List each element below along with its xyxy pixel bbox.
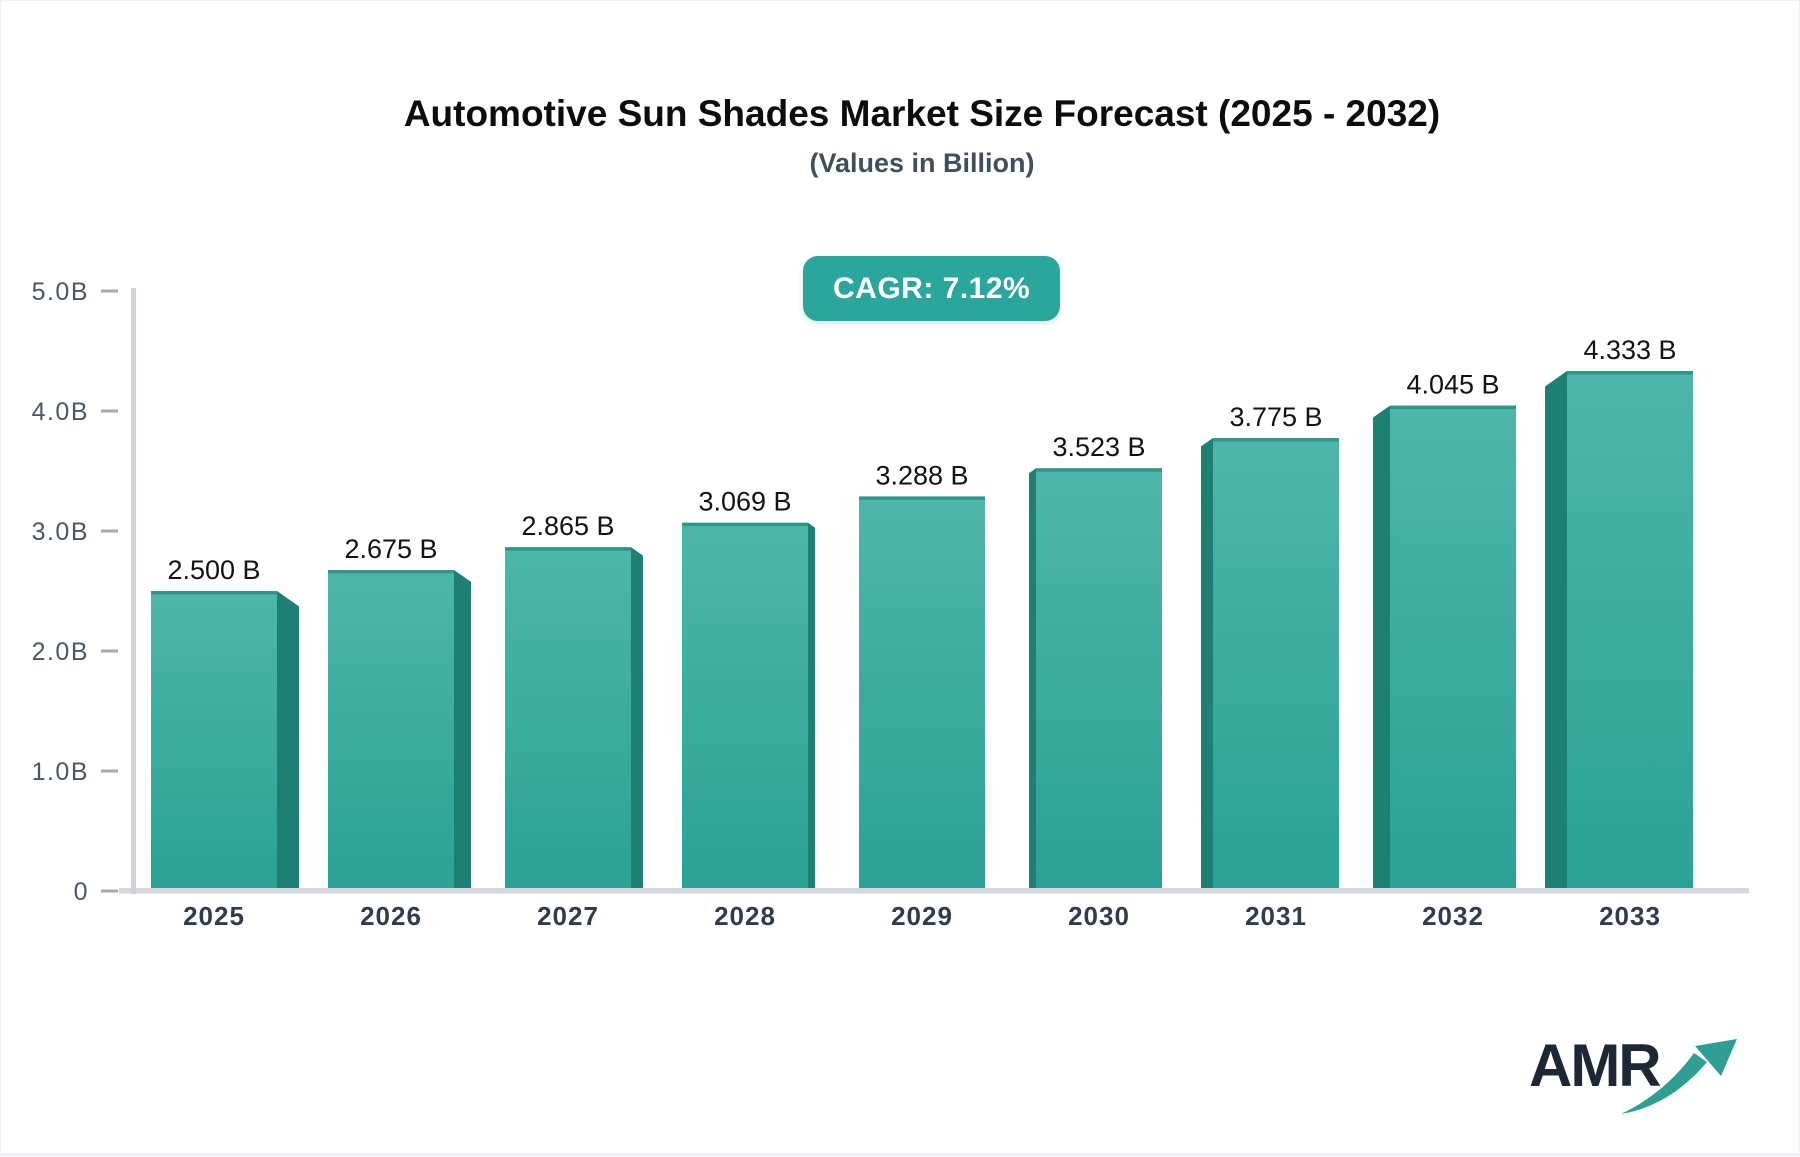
x-tick-label: 2028 bbox=[714, 901, 776, 931]
bar-value-label: 3.523 B bbox=[1052, 432, 1145, 462]
bar-side bbox=[1201, 438, 1213, 891]
bar-value-label: 3.069 B bbox=[698, 487, 791, 517]
bar-side bbox=[1545, 371, 1567, 891]
x-tick-label: 2033 bbox=[1599, 901, 1661, 931]
bar-top-bevel bbox=[505, 547, 631, 551]
amr-logo: AMR bbox=[1529, 1036, 1749, 1126]
bar-value-label: 4.333 B bbox=[1583, 335, 1676, 365]
chart-subtitle: (Values in Billion) bbox=[809, 148, 1035, 178]
bar-face bbox=[151, 591, 277, 891]
bar-2031 bbox=[1201, 438, 1339, 891]
bar-face bbox=[859, 496, 985, 891]
bar-2028 bbox=[682, 522, 815, 891]
bar-value-label: 2.500 B bbox=[167, 555, 260, 585]
y-tick-label: 0 bbox=[74, 878, 89, 906]
bar-face bbox=[1036, 468, 1162, 891]
bar-value-label: 2.865 B bbox=[521, 511, 614, 541]
x-axis-line bbox=[119, 888, 1749, 894]
amr-logo-text: AMR bbox=[1529, 1032, 1662, 1099]
bar-2033 bbox=[1545, 371, 1693, 891]
bar-2030 bbox=[1029, 468, 1162, 891]
bar-top-bevel bbox=[1213, 438, 1339, 442]
bars-layer bbox=[151, 371, 1693, 891]
cagr-badge: CAGR: 7.12% bbox=[803, 256, 1061, 321]
x-tick-label: 2029 bbox=[891, 901, 953, 931]
x-tick-label: 2025 bbox=[183, 901, 245, 931]
y-tick-mark bbox=[101, 409, 118, 413]
y-tick-label: 3.0B bbox=[32, 518, 89, 546]
x-tick-label: 2032 bbox=[1422, 901, 1484, 931]
bar-side bbox=[808, 522, 815, 891]
x-tick-label: 2026 bbox=[360, 901, 422, 931]
bar-top-bevel bbox=[1036, 468, 1162, 472]
chart-title: Automotive Sun Shades Market Size Foreca… bbox=[403, 93, 1441, 134]
y-axis-line bbox=[131, 288, 136, 894]
bar-face bbox=[1390, 405, 1516, 891]
x-tick-label: 2030 bbox=[1068, 901, 1130, 931]
bar-top-bevel bbox=[1390, 405, 1516, 410]
bar-side bbox=[454, 570, 471, 891]
x-tick-label: 2027 bbox=[537, 901, 599, 931]
bar-top-bevel bbox=[859, 496, 985, 500]
y-tick-mark bbox=[101, 889, 118, 893]
bar-face bbox=[328, 570, 454, 891]
bar-side bbox=[277, 591, 299, 891]
bar-side bbox=[631, 547, 643, 891]
bar-top-bevel bbox=[1567, 371, 1693, 375]
axis-layer: 0 1.0B 2.0B 3.0B 4.0B 5.0B bbox=[32, 278, 1749, 906]
bar-top-bevel bbox=[682, 522, 808, 527]
bar-face bbox=[1213, 438, 1339, 891]
bar-value-label: 3.775 B bbox=[1229, 402, 1322, 432]
bar-2029 bbox=[859, 496, 985, 891]
y-tick-label: 2.0B bbox=[32, 638, 89, 666]
bar-face bbox=[1567, 371, 1693, 891]
growth-arrow-icon bbox=[1621, 1039, 1737, 1114]
y-tick-mark bbox=[101, 769, 118, 773]
bar-side bbox=[1373, 405, 1390, 891]
bar-value-label: 2.675 B bbox=[344, 534, 437, 564]
x-tick-label: 2031 bbox=[1245, 901, 1307, 931]
labels-layer: 2.500 B 2025 2.675 B 2026 2.865 B 2027 3.069 B… bbox=[167, 335, 1676, 931]
bar-2032 bbox=[1373, 405, 1516, 891]
bar-face bbox=[682, 522, 808, 891]
bar-face bbox=[505, 547, 631, 891]
bar-2025 bbox=[151, 591, 299, 891]
bar-side bbox=[1029, 468, 1036, 891]
bar-2027 bbox=[505, 547, 643, 891]
y-tick-mark bbox=[101, 529, 118, 533]
bar-2026 bbox=[328, 570, 471, 891]
bar-value-label: 3.288 B bbox=[875, 460, 968, 490]
y-tick-label: 1.0B bbox=[32, 758, 89, 786]
y-tick-mark bbox=[101, 649, 118, 653]
bar-top-bevel bbox=[151, 591, 277, 595]
bar-top-bevel bbox=[328, 570, 454, 574]
y-tick-mark bbox=[101, 289, 118, 293]
y-tick-label: 4.0B bbox=[32, 398, 89, 426]
y-tick-label: 5.0B bbox=[32, 278, 89, 306]
bar-value-label: 4.045 B bbox=[1406, 370, 1499, 400]
